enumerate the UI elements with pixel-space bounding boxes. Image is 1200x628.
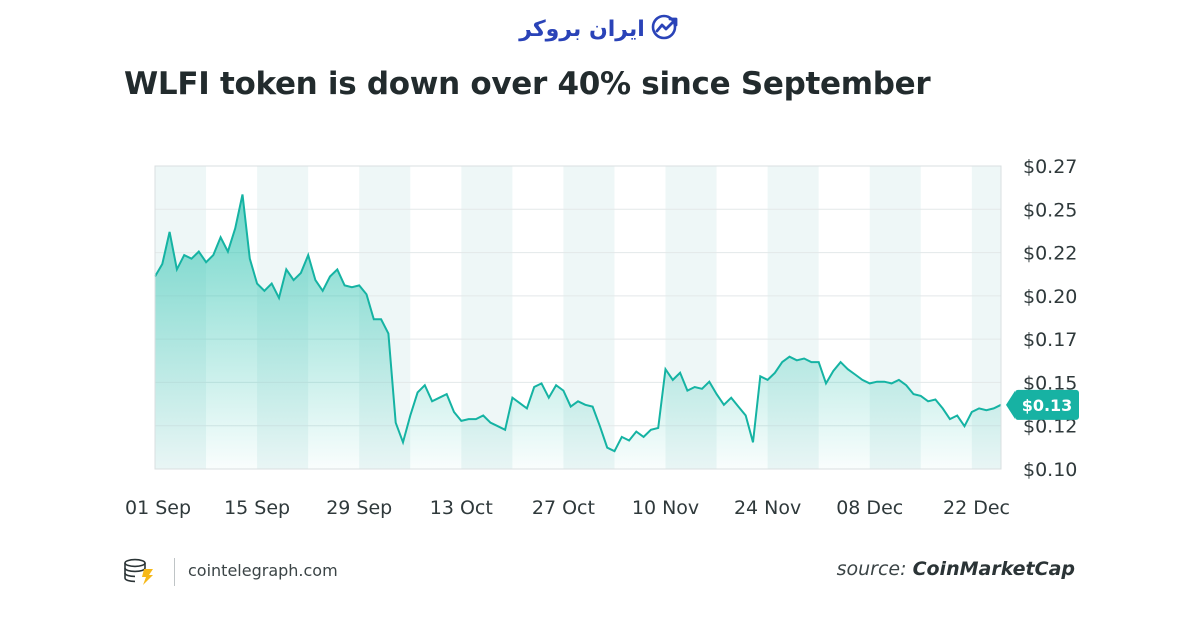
x-tick-label: 27 Oct <box>532 497 595 519</box>
y-axis-ticks: $0.27 $0.25 $0.22 $0.20 $0.17 $0.15 $0.12 $0.10 <box>1023 156 1077 481</box>
price-area <box>155 194 1001 469</box>
y-tick-label: $0.17 <box>1023 329 1077 351</box>
x-tick-label: 24 Nov <box>734 497 801 519</box>
x-tick-label: 29 Sep <box>326 497 392 519</box>
current-price-label: $0.13 <box>1022 396 1073 415</box>
x-tick-label: 15 Sep <box>224 497 290 519</box>
footer-site-link[interactable]: cointelegraph.com <box>188 561 338 580</box>
y-tick-label: $0.10 <box>1023 459 1077 481</box>
source-prefix: source: <box>836 558 907 580</box>
badge-pointer <box>1006 390 1015 419</box>
cointelegraph-logo-icon <box>122 556 156 590</box>
y-tick-label: $0.15 <box>1023 372 1077 394</box>
y-tick-label: $0.27 <box>1023 156 1077 178</box>
x-tick-label: 22 Dec <box>943 497 1010 519</box>
page-title: WLFI token is down over 40% since Septem… <box>124 66 931 102</box>
x-tick-label: 08 Dec <box>836 497 903 519</box>
watermark-text: ایران بروکر <box>519 16 645 42</box>
current-price-badge: $0.13 <box>1006 389 1079 420</box>
y-tick-label: $0.20 <box>1023 286 1077 308</box>
x-tick-label: 01 Sep <box>125 497 191 519</box>
plot-frame <box>154 165 1002 470</box>
price-line <box>154 194 1002 453</box>
badge-box <box>1015 389 1079 420</box>
x-tick-label: 10 Nov <box>632 497 699 519</box>
watermark: ایران بروکر <box>0 14 1200 44</box>
footer-divider <box>174 558 175 586</box>
source-credit: source: CoinMarketCap <box>837 558 1075 580</box>
y-tick-label: $0.12 <box>1023 416 1077 438</box>
y-tick-label: $0.22 <box>1023 243 1077 265</box>
source-name: CoinMarketCap <box>912 558 1075 580</box>
y-tick-label: $0.25 <box>1023 199 1077 221</box>
chart-trend-icon <box>651 14 681 44</box>
x-axis-ticks: 01 Sep 15 Sep 29 Sep 13 Oct 27 Oct 10 Nov 24 N… <box>125 497 1010 519</box>
x-tick-label: 13 Oct <box>430 497 493 519</box>
